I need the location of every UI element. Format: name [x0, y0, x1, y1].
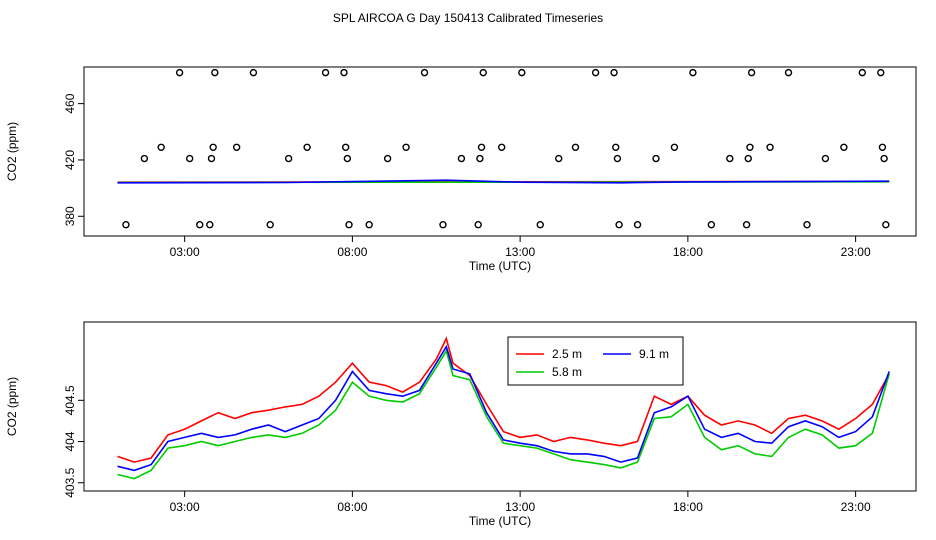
data-point: [157, 143, 165, 151]
data-point: [803, 221, 811, 229]
data-point: [321, 68, 330, 77]
top-panel-scatter: 03:00 08:00 13:00 18:00 23:00 380 420 460 Time (…: [5, 66, 917, 273]
data-point: [402, 143, 410, 151]
data-point: [766, 143, 774, 151]
y-tick-label: 420: [63, 150, 77, 170]
data-point: [882, 221, 890, 229]
data-point: [840, 143, 848, 151]
data-point: [474, 221, 482, 229]
data-point: [211, 68, 219, 77]
data-point: [497, 143, 506, 151]
data-point: [457, 154, 466, 163]
data-point: [880, 154, 888, 163]
data-point: [383, 154, 392, 163]
data-point: [615, 221, 623, 229]
x-axis-label: Time (UTC): [469, 514, 531, 528]
data-point: [877, 68, 885, 77]
y-axis-label: CO2 (ppm): [5, 122, 19, 181]
figure-title: SPL AIRCOA G Day 150413 Calibrated Times…: [333, 11, 603, 25]
x-tick-label: 13:00: [505, 245, 535, 259]
data-point: [555, 154, 563, 163]
data-point: [612, 143, 620, 151]
data-point: [249, 68, 258, 77]
y-tick-label: 403.5: [63, 467, 77, 497]
data-point: [196, 221, 204, 229]
plot-frame: [83, 66, 917, 237]
data-point: [140, 154, 149, 163]
data-point: [476, 154, 484, 163]
data-point: [613, 154, 622, 163]
x-tick-label: 23:00: [841, 245, 871, 259]
data-point: [266, 221, 274, 229]
data-point: [536, 221, 544, 229]
data-point: [232, 143, 241, 151]
bottom-panel-line: 03:00 08:00 13:00 18:00 23:00 403.5 404 404.5 Ti…: [5, 321, 917, 528]
x-tick-label: 13:00: [505, 500, 535, 514]
x-tick-label: 08:00: [337, 245, 367, 259]
plot-frame: [83, 321, 917, 492]
data-point: [784, 68, 793, 77]
y-tick-label: 404.5: [63, 385, 77, 415]
data-point: [122, 221, 130, 229]
data-point: [439, 221, 447, 229]
legend: 2.5 m 9.1 m 5.8 m: [507, 336, 684, 386]
x-tick-label: 18:00: [673, 245, 703, 259]
data-point: [726, 154, 734, 163]
data-point: [343, 154, 352, 163]
data-point: [207, 154, 216, 163]
data-point: [341, 143, 350, 151]
x-tick-label: 03:00: [170, 245, 200, 259]
y-tick-label: 380: [63, 206, 77, 226]
data-point: [707, 221, 716, 229]
data-point: [670, 143, 679, 151]
x-axis-label: Time (UTC): [469, 259, 531, 273]
series-line-5_8-m: [117, 348, 890, 480]
series-line-2: [117, 179, 890, 184]
x-tick-label: 03:00: [170, 500, 200, 514]
data-point: [610, 68, 618, 77]
legend-label: 9.1 m: [639, 347, 669, 361]
data-point: [345, 221, 353, 229]
series-line-2_5-m: [117, 336, 890, 463]
data-point: [185, 154, 194, 163]
data-point: [420, 68, 429, 77]
data-point: [746, 143, 754, 151]
x-tick-label: 08:00: [337, 500, 367, 514]
y-tick-label: 460: [63, 93, 77, 113]
y-tick-label: 404: [63, 431, 77, 451]
data-point: [477, 143, 486, 151]
legend-box: [507, 336, 684, 386]
data-point: [206, 221, 214, 229]
data-point: [744, 154, 752, 163]
data-point: [479, 68, 487, 77]
data-point: [742, 221, 751, 229]
y-axis-label: CO2 (ppm): [5, 377, 19, 436]
data-point: [689, 68, 697, 77]
data-point: [571, 143, 580, 151]
data-point: [652, 154, 660, 163]
data-point: [209, 143, 217, 151]
data-point: [633, 221, 642, 229]
x-tick-label: 18:00: [673, 500, 703, 514]
data-point: [821, 154, 830, 163]
data-point: [591, 68, 600, 77]
data-point: [175, 68, 184, 77]
legend-label: 2.5 m: [552, 347, 582, 361]
legend-label: 5.8 m: [552, 365, 582, 379]
data-point: [518, 68, 526, 77]
x-tick-label: 23:00: [841, 500, 871, 514]
data-point: [284, 154, 293, 163]
series-line-9_1-m: [117, 344, 890, 472]
data-point: [858, 68, 867, 77]
data-point: [303, 143, 311, 151]
data-point: [878, 143, 887, 151]
data-point: [747, 68, 756, 77]
data-point: [365, 221, 373, 229]
data-point: [340, 68, 348, 77]
